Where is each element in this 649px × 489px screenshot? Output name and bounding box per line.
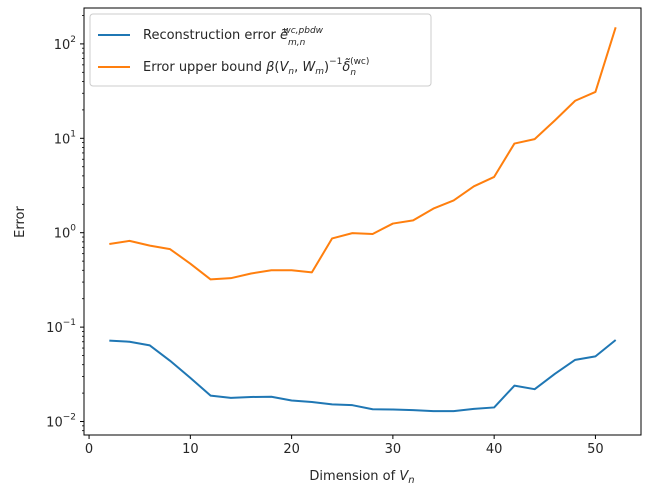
x-tick-label: 10 xyxy=(182,442,199,457)
y-tick-label: 102 xyxy=(54,35,76,53)
legend-box xyxy=(89,13,432,87)
x-tick-label: 40 xyxy=(486,442,503,457)
series-line-1 xyxy=(109,339,617,413)
series-line-2 xyxy=(109,26,617,281)
legend-label-upper-bound: Error upper bound β(Vn, Wm)−1δ̃n(wc) xyxy=(143,57,369,78)
x-axis-ticks: 0 10 20 30 40 50 xyxy=(85,435,604,457)
y-axis-ticks: 10−2 10−1 100 101 102 xyxy=(46,15,84,432)
x-tick-label: 50 xyxy=(587,442,604,457)
series-layer xyxy=(109,26,617,413)
plot-frame xyxy=(83,7,642,436)
y-axis-label: Error xyxy=(13,206,28,238)
legend: Reconstruction error ẽm,nwc,pbdw Error u… xyxy=(89,13,432,87)
y-tick-label: 100 xyxy=(54,224,77,242)
x-tick-label: 20 xyxy=(283,442,300,457)
x-tick-label: 0 xyxy=(85,442,93,457)
y-tick-label: 101 xyxy=(54,129,76,147)
legend-label-reconstruction: Reconstruction error ẽm,nwc,pbdw xyxy=(143,26,324,48)
y-tick-label: 10−2 xyxy=(46,413,76,431)
x-tick-label: 30 xyxy=(385,442,402,457)
x-axis-label: Dimension of Vn xyxy=(309,469,414,486)
y-tick-label: 10−1 xyxy=(46,318,76,336)
